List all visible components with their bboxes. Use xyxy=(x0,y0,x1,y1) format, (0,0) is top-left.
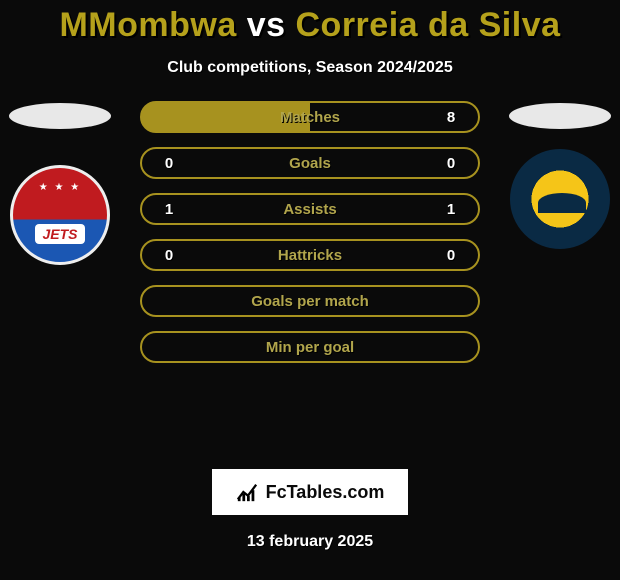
stat-row: 0Goals0 xyxy=(140,147,480,179)
badge-stars: ★ ★ ★ xyxy=(13,182,107,193)
vs-separator: vs xyxy=(247,6,286,44)
central-coast-mariners-badge-icon xyxy=(510,149,610,249)
subtitle: Club competitions, Season 2024/2025 xyxy=(0,59,620,77)
infographic-date: 13 february 2025 xyxy=(0,533,620,551)
stat-label: Hattricks xyxy=(142,247,478,264)
comparison-title: MMombwa vs Correia da Silva xyxy=(0,0,620,45)
stat-label: Matches xyxy=(142,109,478,126)
player2-name: Correia da Silva xyxy=(296,6,561,44)
stat-row: 0Hattricks0 xyxy=(140,239,480,271)
player1-name: MMombwa xyxy=(59,6,236,44)
branding-text: FcTables.com xyxy=(266,482,385,503)
player2-photo-placeholder xyxy=(509,103,611,129)
stat-label: Assists xyxy=(142,201,478,218)
badge-wave-icon xyxy=(538,193,586,213)
stat-label: Goals per match xyxy=(142,293,478,310)
player1-photo-placeholder xyxy=(9,103,111,129)
badge-jets-text: JETS xyxy=(35,224,85,244)
newcastle-jets-badge-icon: ★ ★ ★ JETS xyxy=(10,165,110,265)
branding-box: FcTables.com xyxy=(212,469,408,515)
left-column: ★ ★ ★ JETS xyxy=(0,101,120,265)
stat-row: Goals per match xyxy=(140,285,480,317)
stats-panel: Matches8 0Goals0 1Assists1 0Hattricks0 Goals… xyxy=(140,101,480,377)
stat-row: Min per goal xyxy=(140,331,480,363)
stat-row: 1Assists1 xyxy=(140,193,480,225)
right-column xyxy=(500,101,620,249)
content-wrap: ★ ★ ★ JETS Matches8 0Goals0 1Assists1 0Hatt… xyxy=(0,101,620,461)
fctables-logo-icon xyxy=(236,481,258,503)
stat-label: Min per goal xyxy=(142,339,478,356)
stat-label: Goals xyxy=(142,155,478,172)
stat-row: Matches8 xyxy=(140,101,480,133)
